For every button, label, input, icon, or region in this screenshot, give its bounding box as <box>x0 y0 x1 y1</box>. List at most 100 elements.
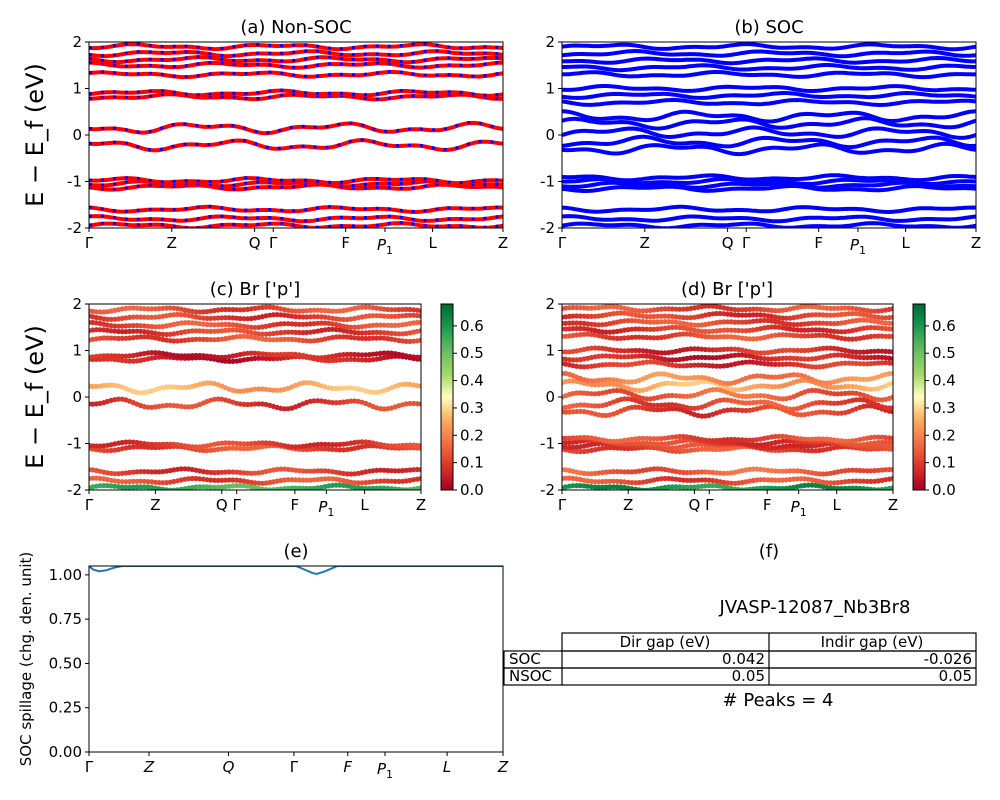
band-point <box>388 313 395 319</box>
band-point <box>644 359 650 365</box>
band-point <box>340 357 347 363</box>
band-point <box>868 325 874 331</box>
band-point <box>145 306 151 312</box>
band-point <box>385 306 391 313</box>
band-point <box>315 355 321 361</box>
band-point <box>827 384 834 390</box>
band-point <box>315 468 321 474</box>
band-point <box>152 324 158 330</box>
band-point <box>370 329 376 336</box>
band-point <box>130 484 136 490</box>
band-point <box>208 328 214 334</box>
x-tick-label: Γ <box>705 496 714 514</box>
band-point <box>776 332 782 338</box>
band-point <box>226 469 232 475</box>
band-point <box>640 308 646 314</box>
band-point <box>222 445 229 452</box>
band-point <box>385 350 391 356</box>
band-point <box>418 313 421 319</box>
band-point <box>883 333 889 339</box>
band-point <box>684 470 690 476</box>
band-point <box>285 321 291 327</box>
x-tick-label-sub: 1 <box>800 506 807 519</box>
band-point <box>842 360 848 366</box>
band-point <box>359 335 365 341</box>
x-tick-label: Q <box>223 758 235 776</box>
band-point <box>754 312 760 318</box>
band-point <box>640 440 646 446</box>
band-point <box>607 304 613 310</box>
band-point <box>849 311 856 317</box>
band-point <box>809 387 815 393</box>
band-point <box>717 347 723 353</box>
band-point <box>577 313 584 319</box>
band-point <box>234 483 240 489</box>
band-point <box>363 357 369 363</box>
band-point <box>396 478 402 484</box>
band-point <box>127 439 133 445</box>
band-point <box>875 434 881 440</box>
band-point <box>724 327 731 333</box>
band-point <box>673 448 679 454</box>
band-line <box>562 48 976 59</box>
band-point <box>160 331 166 337</box>
band-point <box>355 480 361 486</box>
band-line <box>562 116 976 131</box>
band-point <box>263 304 269 310</box>
x-tick-label: Γ <box>269 234 278 252</box>
band-point <box>563 320 569 326</box>
band-point <box>152 350 158 356</box>
band-point <box>794 447 801 453</box>
band-point <box>820 471 826 477</box>
x-tick-label: Z <box>498 234 508 252</box>
band-point <box>728 346 734 352</box>
band-point <box>868 386 874 392</box>
band-point <box>758 477 764 483</box>
band-point <box>189 337 195 343</box>
band-point <box>211 315 217 321</box>
band-point <box>311 321 317 327</box>
band-point <box>322 446 328 452</box>
band-point <box>677 484 683 490</box>
band-point <box>149 306 155 312</box>
colorbar-ticks: 0.0 0.1 0.2 0.3 0.4 0.5 0.6 0.0 0.1 0.2 0.3 0.4 0.5 0… <box>453 317 956 499</box>
band-point <box>259 440 265 446</box>
band-point <box>348 471 354 477</box>
band-point <box>607 329 613 335</box>
band-point <box>827 320 834 327</box>
band-point <box>278 321 284 327</box>
band-point <box>293 321 299 327</box>
band-point <box>130 314 136 320</box>
band-point <box>141 334 147 340</box>
band-point <box>868 348 874 355</box>
band-line <box>89 88 503 98</box>
band-point <box>838 305 845 311</box>
band-point <box>728 480 734 486</box>
band-point <box>607 381 613 387</box>
band-point <box>769 361 775 367</box>
band-point <box>171 312 177 318</box>
panel-e-frame <box>88 565 504 753</box>
band-point <box>890 306 893 312</box>
colorbar-tick-label: 0.2 <box>932 426 956 444</box>
band-line <box>89 182 503 192</box>
band-point <box>256 355 262 361</box>
band-point <box>783 485 789 490</box>
band-point <box>658 306 664 312</box>
band-point <box>618 362 624 368</box>
band-point <box>805 327 812 333</box>
band-point <box>721 470 727 476</box>
band-point <box>868 308 874 314</box>
band-point <box>805 333 812 339</box>
band-point <box>245 350 251 356</box>
band-point <box>127 358 133 364</box>
peaks-count: # Peaks = 4 <box>723 690 834 711</box>
band-point <box>886 326 892 332</box>
band-point <box>769 307 775 313</box>
band-point <box>104 316 110 322</box>
band-point <box>293 444 299 450</box>
band-point <box>418 383 421 389</box>
band-point <box>230 445 236 451</box>
band-point <box>827 305 834 311</box>
band-point <box>108 335 114 341</box>
